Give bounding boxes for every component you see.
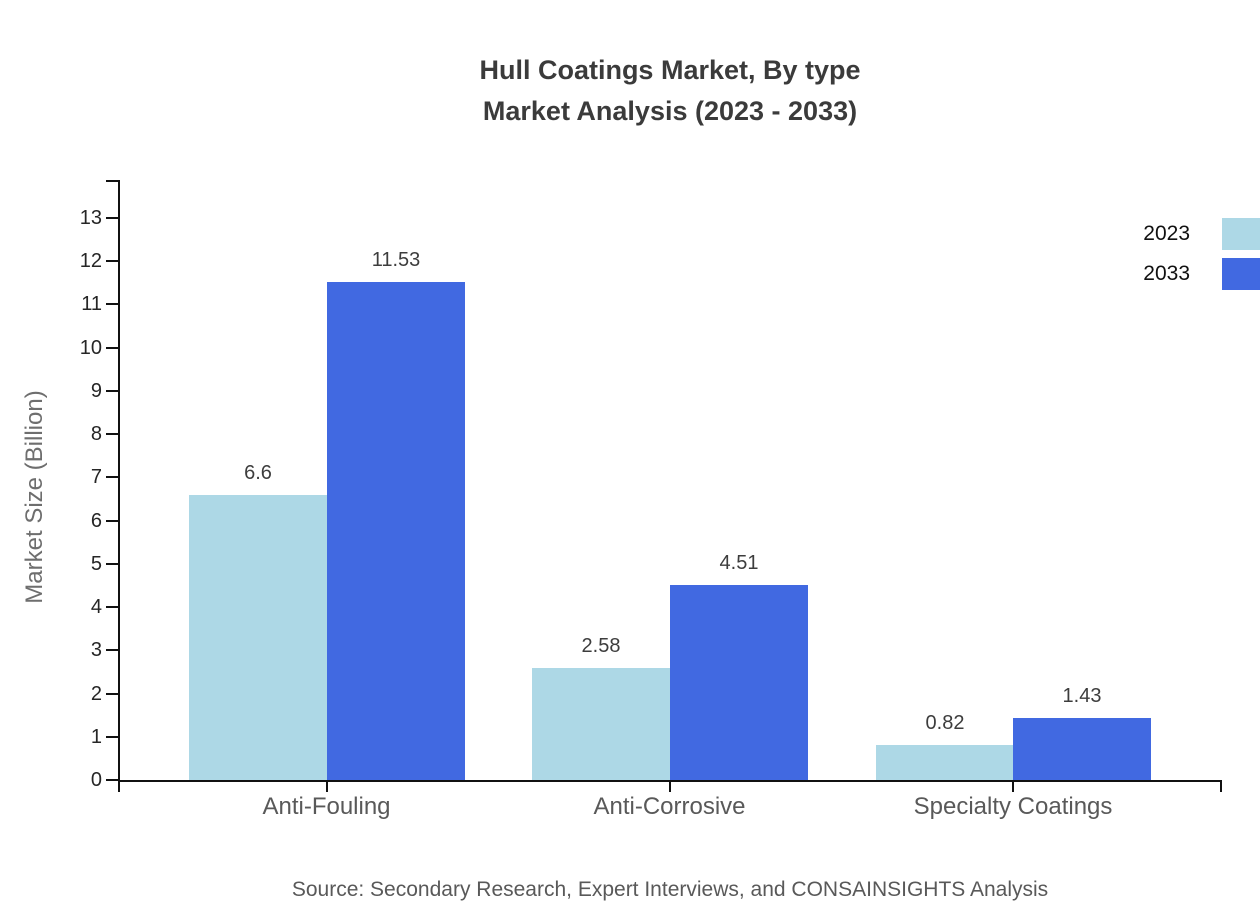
bar-value-label-2023-specialty-coatings: 0.82 [925, 712, 965, 734]
legend-swatch-2023 [1222, 218, 1260, 250]
y-axis-line [118, 180, 120, 792]
legend-label-2033: 2033 [1143, 262, 1190, 285]
y-tick-label-9: 9 [90, 380, 102, 402]
bar-value-label-2033-anti-corrosive: 4.51 [719, 552, 759, 574]
x-tick-anti-corrosive [668, 782, 671, 792]
y-tick-7 [106, 476, 118, 478]
chart-title-line-1: Hull Coatings Market, By type [479, 55, 861, 85]
legend-entry-2033: 2033 [1143, 258, 1260, 290]
y-tick-4 [106, 606, 118, 608]
bar-value-label-2023-anti-fouling: 6.6 [244, 462, 272, 484]
y-tick-label-3: 3 [90, 639, 102, 661]
y-tick-12 [106, 260, 118, 262]
y-tick-label-10: 10 [79, 337, 102, 359]
x-tick-specialty-coatings [1012, 782, 1014, 792]
bar-2033-anti-fouling [327, 282, 465, 780]
y-tick-label-1: 1 [90, 726, 102, 748]
y-tick-label-6: 6 [90, 510, 102, 532]
x-tick-anti-fouling [325, 782, 328, 792]
y-tick-label-2: 2 [90, 683, 102, 705]
y-tick-2 [106, 693, 118, 695]
y-tick-label-4: 4 [90, 596, 102, 618]
x-category-label-anti-fouling: Anti-Fouling [262, 793, 391, 820]
y-tick-label-7: 7 [90, 466, 102, 488]
legend-entry-2023: 2023 [1143, 218, 1260, 250]
y-tick-label-5: 5 [90, 553, 102, 575]
y-tick-10 [106, 347, 118, 349]
x-axis-line [118, 780, 1221, 782]
bar-2033-anti-corrosive [670, 585, 808, 780]
bar-value-label-2033-specialty-coatings: 1.43 [1062, 685, 1102, 707]
source-note: Source: Secondary Research, Expert Inter… [291, 878, 1049, 901]
bar-value-label-2033-anti-fouling: 11.53 [371, 249, 421, 271]
y-tick-13 [106, 217, 118, 219]
y-tick-label-8: 8 [90, 423, 102, 445]
y-axis-top-cap [106, 180, 120, 182]
chart-title-line-2: Market Analysis (2023 - 2033) [482, 96, 858, 126]
y-tick-label-0: 0 [90, 769, 102, 791]
chart-title: Hull Coatings Market, By type Market Ana… [80, 50, 1260, 132]
x-axis-end-cap [1220, 780, 1222, 792]
y-tick-label-12: 12 [79, 250, 102, 272]
bar-2023-anti-fouling [189, 495, 327, 780]
y-tick-6 [106, 520, 118, 522]
x-category-label-specialty-coatings: Specialty Coatings [913, 793, 1113, 820]
legend: 2023 2033 [1143, 218, 1260, 290]
legend-label-2023: 2023 [1143, 222, 1190, 245]
bar-value-label-2023-anti-corrosive: 2.58 [581, 635, 621, 657]
legend-swatch-2033 [1222, 258, 1260, 290]
y-tick-1 [106, 736, 118, 738]
y-tick-8 [106, 433, 118, 435]
x-category-label-anti-corrosive: Anti-Corrosive [593, 793, 746, 820]
y-tick-0 [106, 779, 118, 781]
y-tick-9 [106, 390, 118, 392]
y-tick-5 [106, 563, 118, 565]
y-tick-11 [106, 303, 118, 305]
bar-2023-specialty-coatings [876, 745, 1014, 780]
bar-2033-specialty-coatings [1013, 718, 1151, 780]
bar-2023-anti-corrosive [532, 668, 670, 780]
y-tick-label-13: 13 [79, 207, 102, 229]
y-tick-label-11: 11 [81, 293, 102, 315]
y-tick-3 [106, 649, 118, 651]
